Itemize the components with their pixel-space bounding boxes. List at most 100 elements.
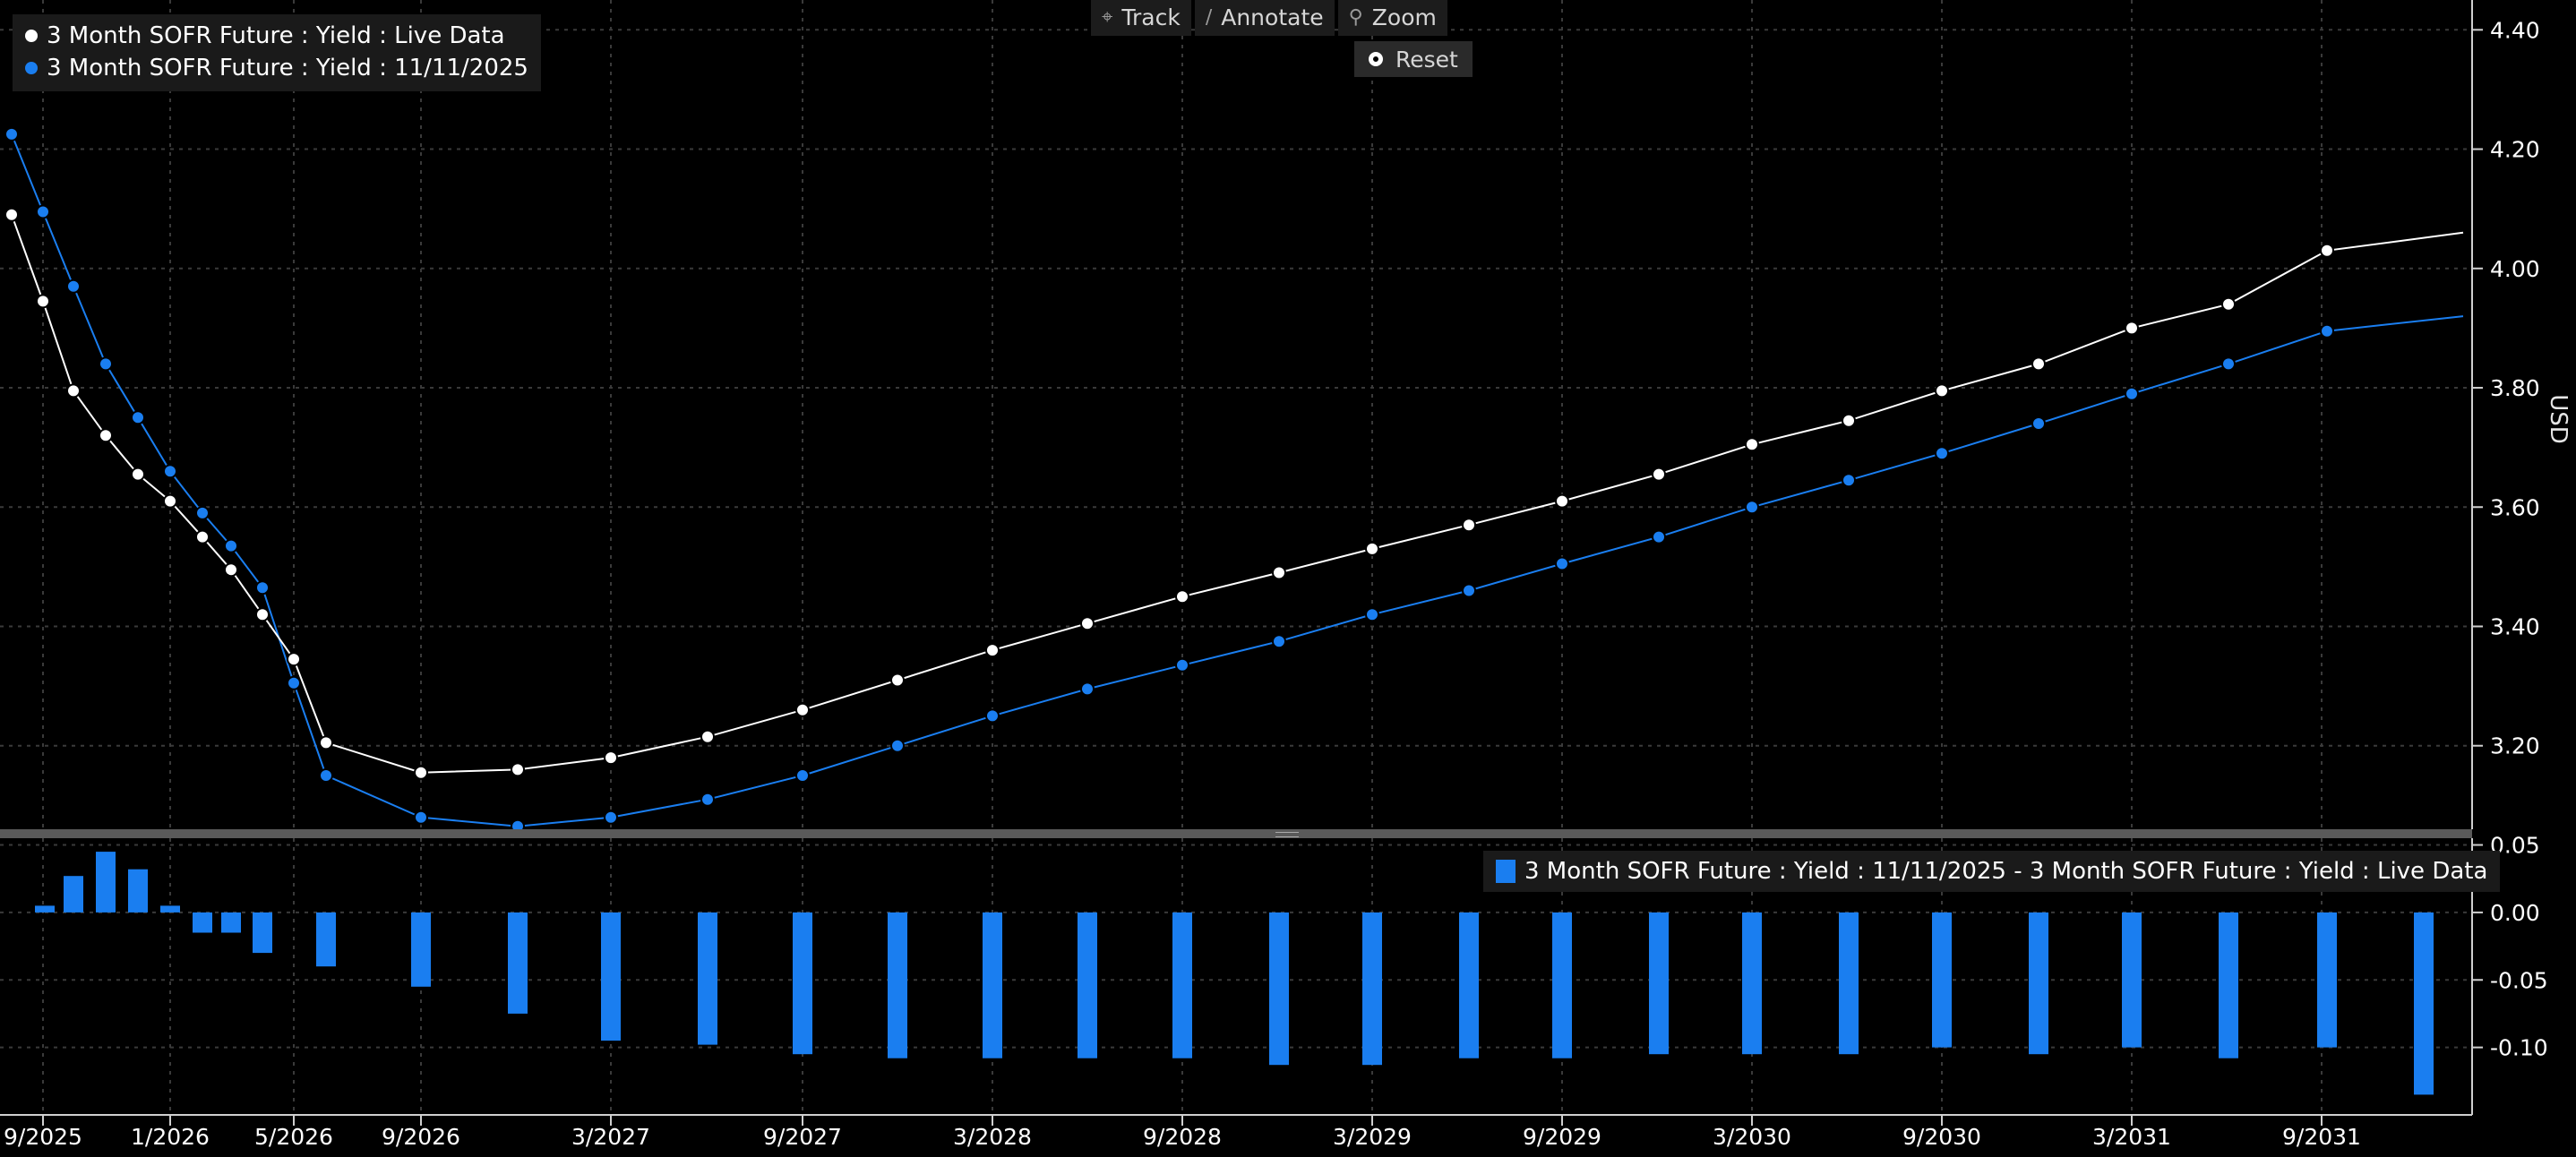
- series-1-point-10: [319, 768, 333, 783]
- series-0-point-21: [1365, 541, 1379, 556]
- track-button[interactable]: ⌖ Track: [1091, 0, 1191, 36]
- spread-bar-13: [793, 912, 812, 1055]
- series-0-point-0: [4, 207, 19, 222]
- reset-label: Reset: [1395, 46, 1458, 73]
- reset-button[interactable]: Reset: [1354, 41, 1473, 77]
- series-1-point-22: [1462, 583, 1476, 598]
- series-0-point-31: [2320, 243, 2334, 258]
- series-0-point-19: [1175, 589, 1189, 604]
- panel-splitter[interactable]: [0, 829, 2472, 838]
- series-1-point-2: [66, 279, 81, 294]
- chart-toolbar: ⌖ Track ∕ Annotate ⚲ Zoom: [1091, 0, 1447, 36]
- zoom-button[interactable]: ⚲ Zoom: [1337, 0, 1447, 36]
- series-0-point-16: [890, 673, 905, 688]
- series-0-point-5: [163, 493, 177, 509]
- spread-bar-16: [1078, 912, 1097, 1058]
- bottom-tick-label-3: -0.10: [2490, 1035, 2548, 1061]
- series-1-point-13: [604, 810, 618, 825]
- x-tick-label-1: 1/2026: [131, 1124, 210, 1150]
- series-0-point-18: [1080, 616, 1095, 631]
- series-1-point-21: [1365, 607, 1379, 622]
- x-tick-label-2: 5/2026: [254, 1124, 333, 1150]
- top-tick-label-4: 4.00: [2490, 256, 2540, 282]
- series-1-point-14: [700, 792, 715, 807]
- series-0-point-4: [131, 467, 145, 482]
- series-1-point-7: [224, 538, 238, 553]
- spread-bar-20: [1459, 912, 1479, 1058]
- series-1-point-19: [1175, 657, 1189, 673]
- series-0-point-6: [195, 529, 210, 544]
- series-1-point-25: [1745, 500, 1759, 515]
- x-tick-label-0: 9/2025: [4, 1124, 82, 1150]
- annotate-button[interactable]: ∕ Annotate: [1194, 0, 1335, 36]
- x-tick-label-10: 3/2030: [1713, 1124, 1791, 1150]
- white-dot-icon: [25, 30, 38, 42]
- series-1-point-15: [795, 768, 810, 783]
- series-0-point-20: [1272, 565, 1286, 580]
- series-1-point-23: [1555, 556, 1569, 571]
- series-1-point-29: [2125, 386, 2139, 401]
- spread-bar-5: [193, 912, 212, 933]
- series-1-point-1: [36, 204, 50, 219]
- spread-bar-26: [2029, 912, 2048, 1055]
- series-0-point-28: [2031, 356, 2046, 372]
- spread-bar-6: [221, 912, 241, 933]
- series-line-1: [11, 133, 2464, 827]
- series-0-point-8: [255, 607, 270, 622]
- legend-item-hist[interactable]: 3 Month SOFR Future : Yield : 11/11/2025: [25, 52, 528, 84]
- series-1-point-6: [195, 505, 210, 520]
- spread-bar-8: [316, 912, 336, 967]
- spread-bar-15: [983, 912, 1002, 1058]
- spread-bar-22: [1649, 912, 1669, 1055]
- series-1-point-11: [414, 810, 428, 825]
- spread-bar-25: [1932, 912, 1952, 1048]
- top-tick-label-3: 3.80: [2490, 375, 2540, 401]
- legend-item-live[interactable]: 3 Month SOFR Future : Yield : Live Data: [25, 20, 528, 52]
- series-0-point-22: [1462, 518, 1476, 533]
- annotate-label: Annotate: [1221, 4, 1324, 30]
- spread-bars: [35, 852, 2434, 1095]
- bottom-legend[interactable]: 3 Month SOFR Future : Yield : 11/11/2025…: [1483, 851, 2501, 892]
- series-0-point-29: [2125, 321, 2139, 336]
- series-1-point-9: [287, 675, 301, 690]
- top-tick-label-1: 3.40: [2490, 613, 2540, 639]
- x-tick-label-5: 9/2027: [763, 1124, 842, 1150]
- blue-square-icon: [1496, 860, 1516, 883]
- legend-spread-label: 3 Month SOFR Future : Yield : 11/11/2025…: [1524, 858, 2488, 885]
- series-1-point-8: [255, 580, 270, 596]
- x-axis: 9/2025 1/2026 5/2026 9/2026 3/2027 9/2027 3/20…: [0, 1114, 2472, 1150]
- legend-hist-label: 3 Month SOFR Future : Yield : 11/11/2025: [47, 55, 528, 81]
- series-1-point-16: [890, 738, 905, 753]
- spread-bar-18: [1269, 912, 1289, 1066]
- series-0-point-24: [1652, 467, 1666, 482]
- x-tick-label-3: 9/2026: [382, 1124, 460, 1150]
- x-tick-label-12: 3/2031: [2092, 1124, 2171, 1150]
- bottom-tick-label-2: -0.05: [2490, 967, 2548, 993]
- top-panel-y-axis: 3.20 3.40 3.60 3.80 4.00 4.20 4.40: [2471, 0, 2540, 829]
- splitter-grip-icon[interactable]: [1275, 832, 1299, 837]
- series-0-point-10: [319, 735, 333, 750]
- series-1-point-0: [4, 126, 19, 141]
- spread-bar-17: [1172, 912, 1192, 1058]
- x-tick-label-4: 3/2027: [571, 1124, 650, 1150]
- spread-bar-10: [508, 912, 528, 1014]
- series-0-point-12: [511, 762, 525, 777]
- top-tick-label-6: 4.40: [2490, 17, 2540, 43]
- top-tick-label-2: 3.60: [2490, 494, 2540, 520]
- x-tick-label-7: 9/2028: [1143, 1124, 1222, 1150]
- y-axis-units: USD: [2545, 394, 2572, 444]
- series-0-point-9: [287, 652, 301, 667]
- series-0-point-23: [1555, 493, 1569, 509]
- spread-bar-14: [888, 912, 907, 1058]
- bottom-panel-y-axis: 0.050.00-0.05-0.10: [2471, 833, 2548, 1115]
- spread-bar-30: [2414, 912, 2434, 1095]
- series-1-point-20: [1272, 634, 1286, 649]
- spread-bar-2: [96, 852, 116, 913]
- series-1-point-26: [1842, 473, 1856, 488]
- spread-bar-27: [2122, 912, 2142, 1048]
- series-1-point-24: [1652, 529, 1666, 544]
- spread-bar-9: [411, 912, 431, 987]
- x-tick-label-13: 9/2031: [2282, 1124, 2361, 1150]
- top-tick-label-0: 3.20: [2490, 733, 2540, 759]
